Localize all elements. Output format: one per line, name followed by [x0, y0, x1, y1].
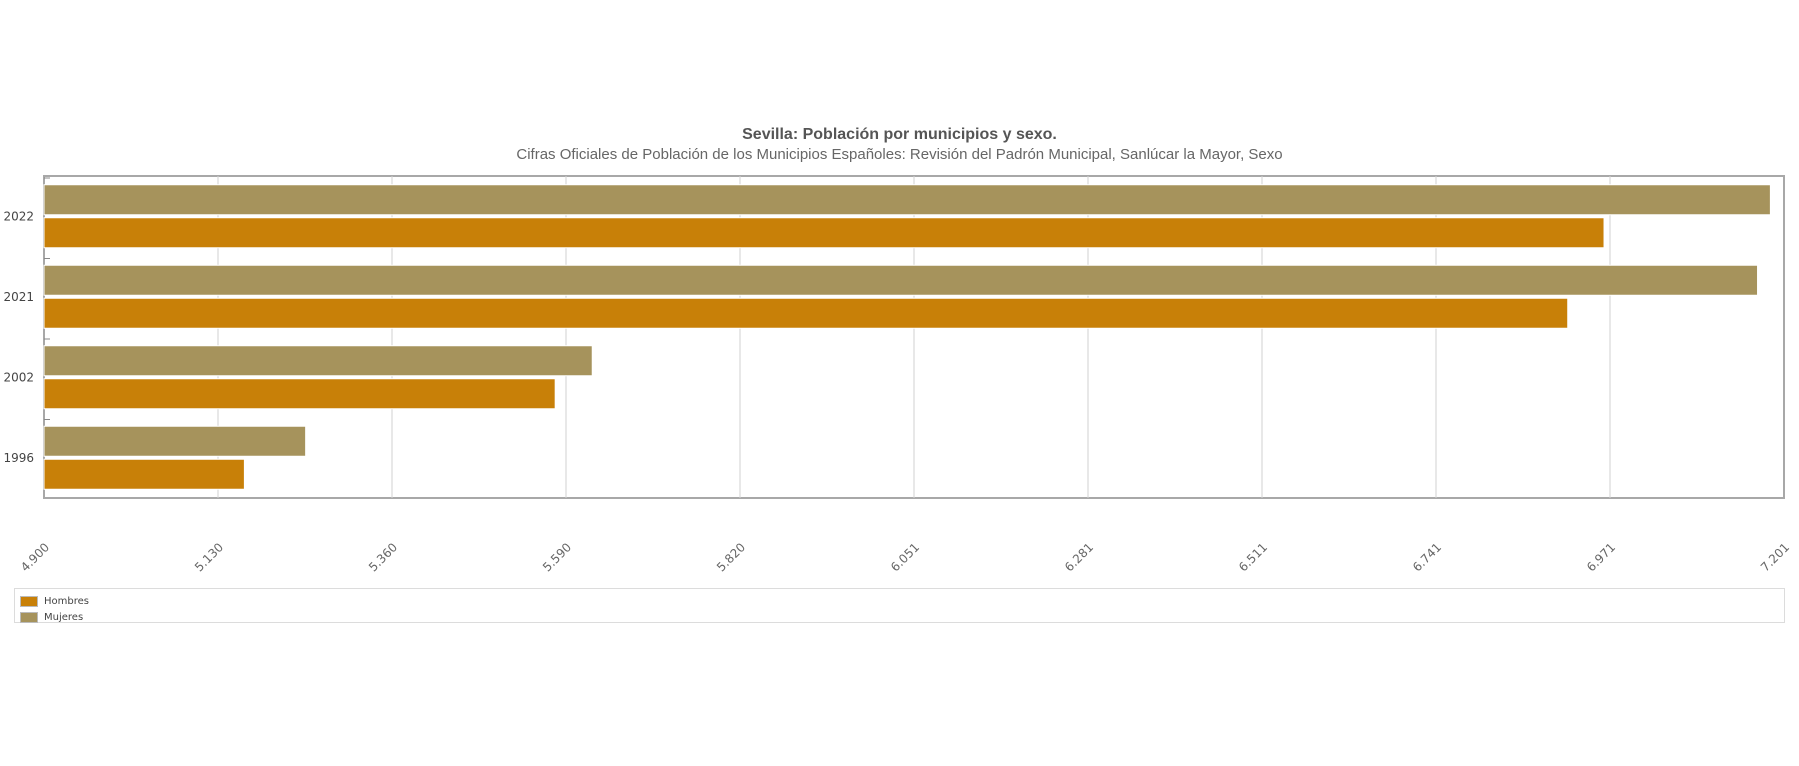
x-tick-label: 7.201 [1758, 540, 1792, 574]
bar-hombres-2022 [43, 217, 1605, 249]
bar-mujeres-1996 [43, 425, 307, 457]
bar-mujeres-2002 [43, 345, 593, 377]
y-category-label: 1996 [3, 451, 34, 465]
x-tick-label: 5.590 [540, 540, 574, 574]
x-tick-label: 5.360 [366, 540, 400, 574]
x-tick-label: 6.051 [888, 540, 922, 574]
bar-hombres-2021 [43, 297, 1569, 329]
x-tick-label: 5.130 [192, 540, 226, 574]
y-category-label: 2022 [3, 209, 34, 223]
y-category-label: 2002 [3, 370, 34, 384]
legend-swatch-hombres [20, 595, 38, 607]
bar-mujeres-2021 [43, 264, 1759, 296]
chart-title: Sevilla: Población por municipios y sexo… [742, 126, 1057, 143]
y-category-label: 2021 [3, 290, 34, 304]
x-tick-label: 6.741 [1410, 540, 1444, 574]
x-tick-label: 6.281 [1062, 540, 1096, 574]
chart-subtitle: Cifras Oficiales de Población de los Mun… [516, 146, 1283, 163]
bar-hombres-1996 [43, 458, 245, 490]
x-tick-label: 6.971 [1584, 540, 1618, 574]
legend-item-mujeres[interactable]: Mujeres [20, 609, 83, 625]
bar-mujeres-2022 [43, 184, 1771, 216]
chart-legend: Hombres Mujeres [14, 588, 1785, 623]
bar-hombres-2002 [43, 378, 556, 410]
x-tick-label: 5.820 [714, 540, 748, 574]
legend-swatch-mujeres [20, 611, 38, 623]
legend-item-hombres[interactable]: Hombres [20, 593, 89, 609]
legend-label-hombres: Hombres [44, 595, 89, 607]
legend-label-mujeres: Mujeres [44, 611, 84, 623]
x-tick-label: 6.511 [1236, 540, 1270, 574]
x-tick-label: 4.900 [18, 540, 52, 574]
